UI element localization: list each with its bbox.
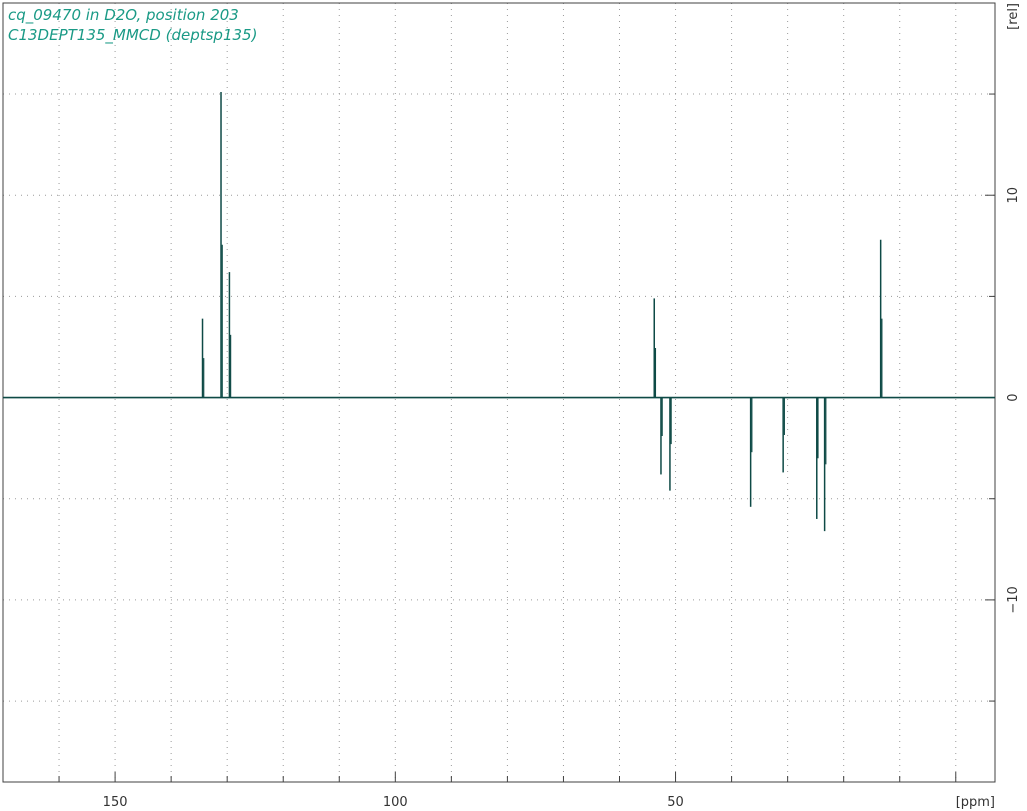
x-tick-label: 150 xyxy=(103,795,128,810)
spectrum-title-line-2: C13DEPT135_MMCD (deptsp135) xyxy=(8,26,258,44)
spectrum-title-line-1: cq_09470 in D2O, position 203 xyxy=(8,6,239,24)
x-tick-label: 50 xyxy=(667,795,684,810)
y-axis-label: [rel] xyxy=(1006,3,1021,30)
y-tick-label: −10 xyxy=(1006,586,1021,613)
plot-frame xyxy=(2,2,996,783)
x-tick-label: 100 xyxy=(383,795,408,810)
y-tick-label: 0 xyxy=(1006,393,1021,401)
x-axis-label: [ppm] xyxy=(956,795,995,810)
spectrum-peaks xyxy=(201,92,883,532)
y-tick-label: 10 xyxy=(1006,187,1021,204)
grid xyxy=(3,3,995,782)
